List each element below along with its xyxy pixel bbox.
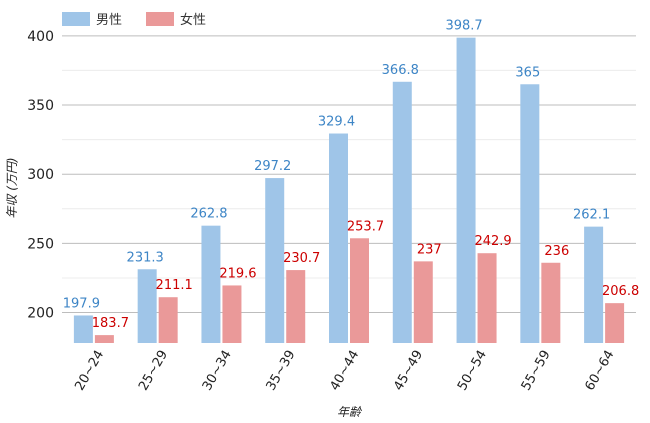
bar-male	[73, 315, 93, 343]
gridlines	[62, 35, 636, 314]
bar-male	[329, 133, 348, 343]
bar-female	[413, 261, 433, 343]
bar-female	[222, 285, 242, 343]
bar-male	[201, 225, 221, 343]
x-tick-label: 55~59	[519, 348, 554, 394]
x-axis-label: 年齢	[337, 405, 363, 419]
y-axis-label: 年収 (万円)	[5, 157, 19, 218]
x-tick-label: 35~39	[264, 348, 299, 394]
bar-female	[286, 270, 306, 343]
data-label-male: 366.8	[382, 63, 419, 78]
bar-male	[137, 269, 157, 343]
legend-label-female: 女性	[180, 13, 207, 28]
data-labels: 197.9 183.7 231.3 211.1 262.8 219.6 297.2 230.7…	[63, 19, 639, 331]
x-tick-label: 30~34	[200, 348, 235, 394]
bars	[73, 37, 625, 344]
x-axis: 20~24 25~29 30~34 35~39 40~44 45~49 50~54 55~59…	[72, 348, 617, 394]
legend-item-female: 女性	[146, 9, 206, 28]
data-label-female: 183.7	[92, 316, 129, 331]
bar-male	[520, 84, 540, 343]
bar-female	[158, 297, 178, 343]
bar-female	[350, 238, 369, 343]
y-tick-label: 250	[27, 236, 54, 252]
legend-swatch-female	[146, 11, 175, 26]
bar-female	[94, 335, 114, 343]
legend-item-male: 男性	[62, 9, 122, 28]
data-label-male: 262.8	[190, 207, 227, 222]
data-label-male: 262.1	[573, 208, 610, 223]
x-tick-label: 25~29	[136, 348, 171, 394]
bar-male	[456, 37, 476, 343]
legend-swatch-male	[62, 11, 90, 26]
data-label-female: 237	[417, 242, 442, 257]
data-label-female: 206.8	[602, 284, 639, 299]
data-label-female: 253.7	[347, 219, 384, 234]
data-label-male: 297.2	[254, 159, 291, 174]
bar-female	[541, 262, 561, 343]
x-tick-label: 20~24	[72, 348, 107, 394]
bar-female	[605, 303, 625, 343]
bar-male	[265, 178, 285, 343]
bar-male	[392, 81, 412, 344]
x-tick-label: 60~64	[583, 348, 618, 394]
data-label-female: 219.6	[219, 266, 256, 281]
x-tick-label: 50~54	[455, 348, 490, 394]
y-tick-label: 300	[27, 167, 54, 183]
y-axis: 200 250 300 350 400	[27, 29, 54, 322]
data-label-female: 242.9	[474, 234, 511, 249]
bar-female	[477, 253, 497, 343]
legend-label-male: 男性	[96, 13, 123, 28]
y-tick-label: 350	[27, 98, 54, 114]
data-label-male: 329.4	[318, 115, 355, 130]
data-label-male: 231.3	[127, 250, 164, 265]
data-label-female: 211.1	[156, 278, 193, 293]
x-tick-label: 45~49	[391, 348, 426, 394]
x-tick-label: 40~44	[327, 348, 362, 394]
bar-male	[584, 226, 604, 343]
data-label-male: 398.7	[445, 19, 482, 34]
data-label-female: 236	[544, 244, 569, 259]
data-label-male: 197.9	[63, 296, 100, 311]
legend: 男性 女性	[62, 9, 230, 28]
y-tick-label: 200	[27, 306, 54, 322]
y-tick-label: 400	[27, 29, 54, 45]
data-label-female: 230.7	[283, 251, 320, 266]
data-label-male: 365	[515, 65, 540, 80]
